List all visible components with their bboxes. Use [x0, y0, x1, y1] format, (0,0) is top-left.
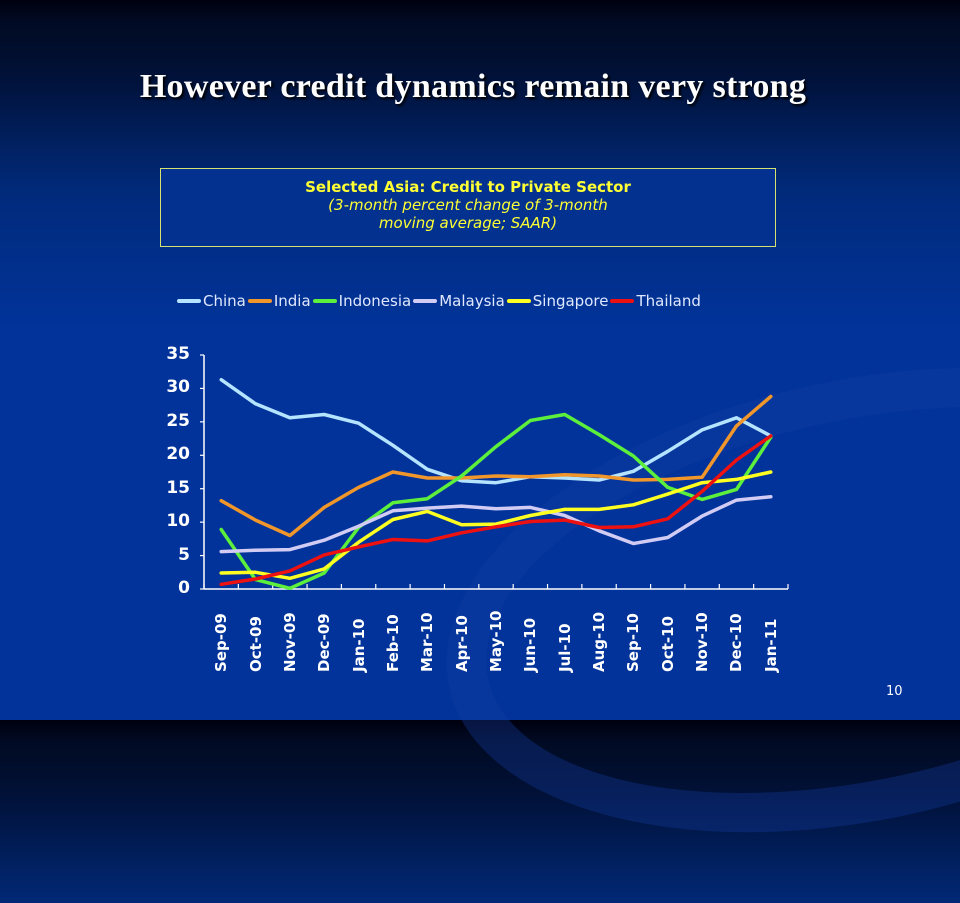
y-tick-label: 25: [166, 410, 190, 431]
legend-item-malaysia: Malaysia: [411, 292, 505, 310]
legend-item-china: China: [175, 292, 246, 310]
y-tick-label: 15: [166, 477, 190, 498]
legend-swatch-thailand: [610, 299, 635, 303]
y-tick-label: 10: [166, 511, 190, 532]
legend-swatch-singapore: [506, 299, 531, 303]
chart-title-box: Selected Asia: Credit to Private Sector …: [160, 168, 776, 247]
legend-item-india: India: [246, 292, 311, 310]
series-line-malaysia: [219, 494, 773, 554]
chart-title: Selected Asia: Credit to Private Sector: [305, 178, 631, 196]
series-line-thailand: [219, 434, 773, 587]
chart-subtitle-line1: (3-month percent change of 3-month: [328, 196, 608, 214]
y-tick-label: 35: [166, 344, 190, 364]
legend-item-thailand: Thailand: [608, 292, 701, 310]
legend-label-malaysia: Malaysia: [439, 292, 505, 310]
y-tick-label: 30: [166, 377, 190, 398]
legend-item-indonesia: Indonesia: [311, 292, 412, 310]
y-tick-label: 20: [166, 444, 190, 465]
slide-title: However credit dynamics remain very stro…: [139, 68, 807, 105]
y-tick-label: 0: [178, 578, 190, 598]
legend-label-singapore: Singapore: [532, 292, 609, 310]
series-line-singapore: [219, 470, 773, 581]
series-line-india: [219, 394, 773, 538]
series-line-china: [219, 377, 773, 485]
legend-swatch-india: [247, 299, 272, 303]
legend-item-singapore: Singapore: [505, 292, 609, 310]
page-number: 10: [886, 684, 903, 699]
line-chart-plot-area: [219, 377, 773, 591]
legend-swatch-indonesia: [312, 299, 337, 303]
legend-label-india: India: [273, 292, 311, 310]
legend-label-thailand: Thailand: [636, 292, 701, 310]
chart-legend: China India Indonesia Malaysia Singapore…: [175, 291, 701, 311]
y-tick-label: 5: [178, 544, 190, 565]
legend-label-china: China: [203, 292, 246, 310]
legend-swatch-malaysia: [413, 299, 438, 303]
chart-subtitle-line2: moving average; SAAR): [378, 214, 558, 232]
legend-swatch-china: [177, 299, 201, 303]
legend-label-indonesia: Indonesia: [338, 292, 412, 310]
